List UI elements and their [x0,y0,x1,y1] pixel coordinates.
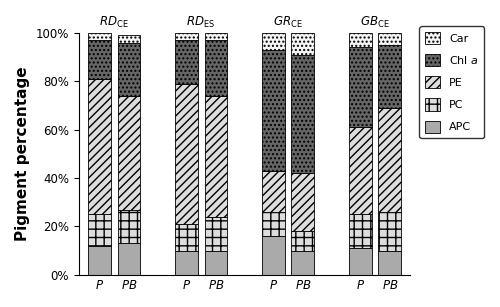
Bar [175,84,198,224]
Bar [262,212,284,236]
Bar [348,248,372,275]
Bar [118,243,141,275]
Bar [348,127,372,214]
Bar [118,209,141,243]
Bar [292,173,314,231]
Bar [348,33,372,47]
Bar [292,55,314,173]
Bar [204,33,228,40]
Bar [88,33,110,40]
Bar [262,50,284,171]
Legend: Car, Chl $\it{a}$, PE, PC, APC: Car, Chl $\it{a}$, PE, PC, APC [420,26,484,138]
Bar [262,33,284,50]
Bar [204,217,228,251]
Bar [118,96,141,209]
Bar [292,231,314,251]
Bar [204,251,228,275]
Bar [175,40,198,84]
Bar [378,251,402,275]
Bar [88,214,110,246]
Bar [262,236,284,275]
Bar [348,47,372,127]
Bar [292,251,314,275]
Bar [262,171,284,212]
Bar [378,45,402,108]
Bar [118,43,141,96]
Bar [88,246,110,275]
Bar [378,212,402,251]
Bar [175,251,198,275]
Y-axis label: Pigment percentage: Pigment percentage [15,67,30,241]
Bar [175,33,198,40]
Bar [175,224,198,251]
Bar [88,79,110,214]
Bar [292,33,314,55]
Bar [204,96,228,217]
Bar [378,108,402,212]
Bar [204,40,228,96]
Bar [378,33,402,45]
Bar [348,214,372,248]
Bar [118,35,141,43]
Bar [88,40,110,79]
